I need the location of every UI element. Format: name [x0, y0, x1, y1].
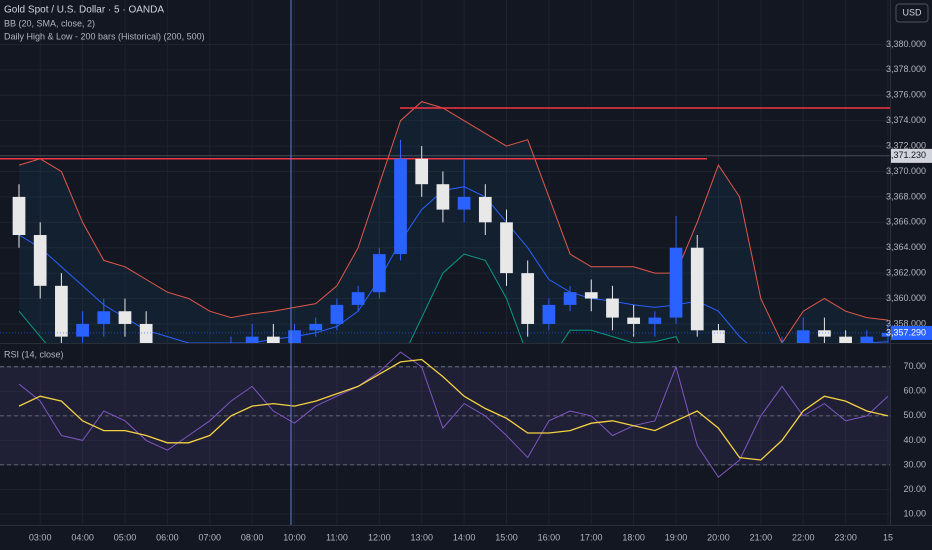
- x-tick-label: 21:00: [750, 532, 773, 542]
- candle-body: [606, 298, 619, 318]
- candle-body: [478, 196, 492, 223]
- bb-line: [18, 253, 680, 343]
- candle-body: [627, 317, 641, 324]
- y-tick-label: 3,370.000: [886, 166, 926, 176]
- candle-body: [33, 235, 47, 286]
- y-tick-label: 3,358.000: [886, 318, 926, 328]
- x-tick-label: 08:00: [241, 532, 264, 542]
- x-tick-label: 07:00: [198, 532, 221, 542]
- x-tick-label: 04:00: [71, 532, 94, 542]
- x-tick-label: 12:00: [368, 532, 391, 542]
- candle-body: [584, 292, 598, 299]
- x-tick-label: 22:00: [792, 532, 815, 542]
- candle-body: [97, 311, 111, 324]
- y-tick-label: 3,380.000: [886, 39, 926, 49]
- x-tick-label: 18:00: [622, 532, 645, 542]
- bb-line: [18, 186, 889, 343]
- price-label: 3,357.290: [886, 327, 926, 337]
- currency-box[interactable]: [895, 3, 929, 23]
- indicator-label: BB (20, SMA, close, 2): [4, 18, 95, 28]
- chart-title: Gold Spot / U.S. Dollar · 5 · OANDA: [4, 5, 164, 16]
- candle-body: [669, 247, 683, 318]
- y-tick-label: 3,366.000: [886, 217, 926, 227]
- x-tick-label: 14:00: [453, 532, 476, 542]
- y-tick-label: 10.00: [903, 508, 926, 518]
- candle-body: [796, 330, 810, 343]
- candle-body: [330, 304, 344, 324]
- candle-body: [712, 330, 725, 343]
- y-tick-label: 3,360.000: [886, 293, 926, 303]
- y-tick-label: 3,362.000: [886, 268, 926, 278]
- candle-body: [309, 323, 323, 331]
- candle-body: [500, 222, 513, 274]
- x-tick-label: 16:00: [538, 532, 561, 542]
- x-tick-label: 06:00: [156, 532, 179, 542]
- price-badge: [891, 325, 932, 340]
- candle-body: [266, 336, 280, 343]
- candle-body: [139, 323, 153, 343]
- y-tick-label: 3,372.000: [886, 140, 926, 150]
- y-tick-label: 50.00: [903, 410, 926, 420]
- candle-body: [12, 196, 26, 236]
- candle-body: [563, 292, 577, 305]
- x-tick-label: 13:00: [410, 532, 433, 542]
- candle-body: [394, 158, 407, 255]
- candle-body: [860, 336, 874, 343]
- rsi-line: [18, 358, 889, 461]
- rsi-line: [18, 351, 889, 478]
- candle-body: [690, 247, 704, 331]
- rsi-title: RSI (14, close): [4, 349, 64, 359]
- currency[interactable]: USD: [902, 7, 922, 17]
- y-tick-label: 3,368.000: [886, 191, 926, 201]
- y-tick-label: 30.00: [903, 459, 926, 469]
- y-tick-label: 3,374.000: [886, 115, 926, 125]
- x-tick-label: 15: [883, 532, 893, 542]
- x-tick-label: 23:00: [834, 532, 857, 542]
- y-tick-label: 40.00: [903, 435, 926, 445]
- price-label: 3,371.230: [886, 150, 926, 160]
- candle-body: [76, 323, 89, 337]
- candle-body: [648, 317, 662, 324]
- x-tick-label: 05:00: [114, 532, 137, 542]
- x-tick-label: 03:00: [29, 532, 52, 542]
- y-tick-label: 60.00: [903, 386, 926, 396]
- candle-body: [457, 196, 471, 210]
- candle-body: [521, 273, 535, 324]
- candle-body: [881, 332, 890, 337]
- candle-body: [55, 285, 68, 337]
- indicator-label: Daily High & Low - 200 bars (Historical)…: [4, 31, 205, 41]
- y-tick-label: 20.00: [903, 484, 926, 494]
- bb-line: [18, 101, 889, 343]
- price-badge: [891, 148, 932, 163]
- x-tick-label: 11:00: [326, 532, 348, 542]
- x-tick-label: 10:00: [283, 532, 306, 542]
- candle-body: [118, 311, 132, 324]
- candle-body: [818, 330, 831, 337]
- candle-body: [372, 254, 386, 293]
- candle-body: [542, 304, 556, 324]
- candle-body: [839, 336, 852, 343]
- y-tick-label: 70.00: [903, 361, 926, 371]
- y-tick-label: 3,378.000: [886, 64, 926, 74]
- candle-body: [436, 184, 450, 210]
- x-tick-label: 19:00: [665, 532, 688, 542]
- candle-body: [351, 292, 365, 305]
- x-tick-label: 15:00: [495, 532, 518, 542]
- y-tick-label: 3,376.000: [886, 90, 926, 100]
- x-tick-label: 20:00: [707, 532, 730, 542]
- candle-body: [415, 158, 429, 185]
- candle-body: [245, 336, 259, 343]
- y-tick-label: 3,364.000: [886, 242, 926, 252]
- x-tick-label: 17:00: [580, 532, 603, 542]
